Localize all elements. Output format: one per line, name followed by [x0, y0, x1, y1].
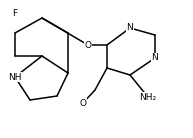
Text: NH₂: NH₂	[139, 92, 157, 102]
Text: O: O	[85, 40, 91, 50]
Text: O: O	[80, 99, 86, 108]
Text: F: F	[12, 9, 18, 18]
Text: N: N	[152, 54, 158, 63]
Text: N: N	[127, 23, 133, 33]
Text: NH: NH	[8, 72, 22, 82]
